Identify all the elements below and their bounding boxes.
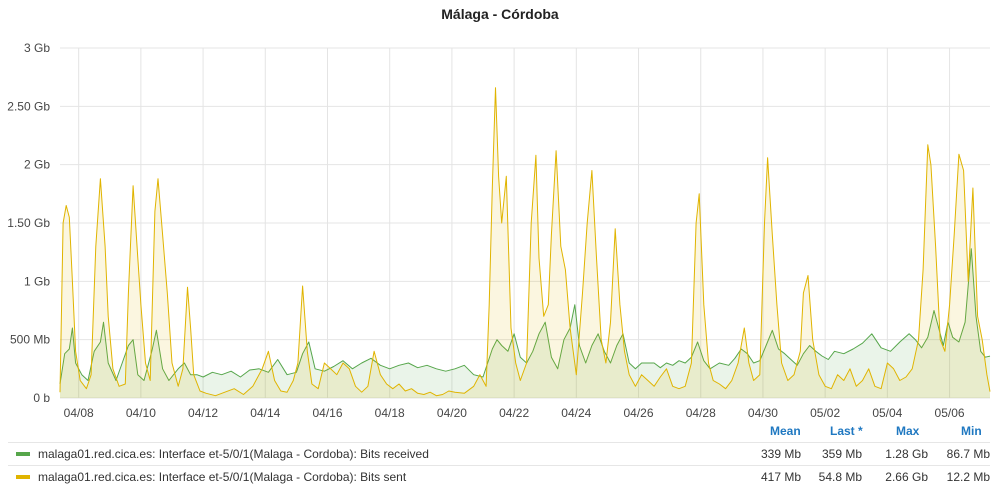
y-tick-label: 1.50 Gb	[7, 216, 50, 230]
series-line-0	[59, 248, 991, 385]
legend-last-received: 359 Mb	[821, 447, 862, 461]
legend-row-sent: malaga01.red.cica.es: Interface et-5/0/1…	[8, 465, 990, 488]
series-layer	[59, 87, 991, 398]
y-tick-label: 0 b	[33, 391, 50, 405]
legend-header-max[interactable]: Max	[896, 424, 920, 438]
traffic-chart: 0 b 500 Mb 1 Gb 1.50 Gb 2 Gb 2.50 Gb 3 Gb 04/0…	[7, 41, 991, 420]
legend-last-sent: 54.8 Mb	[818, 470, 862, 484]
y-axis: 0 b 500 Mb 1 Gb 1.50 Gb 2 Gb 2.50 Gb 3 Gb	[7, 41, 50, 405]
x-tick-label: 04/10	[126, 406, 156, 420]
legend-table: Mean Last * Max Min malaga01.red.cica.es…	[8, 422, 990, 488]
legend-series-name-received[interactable]: malaga01.red.cica.es: Interface et-5/0/1…	[38, 447, 429, 461]
x-tick-label: 05/02	[810, 406, 840, 420]
series-line-1	[59, 87, 991, 397]
legend-max-received: 1.28 Gb	[885, 447, 928, 461]
legend-swatch-received[interactable]	[16, 452, 30, 456]
y-tick-label: 1 Gb	[24, 274, 50, 288]
x-tick-label: 04/22	[499, 406, 529, 420]
legend-series-name-sent[interactable]: malaga01.red.cica.es: Interface et-5/0/1…	[38, 470, 407, 484]
legend-header-last[interactable]: Last *	[830, 424, 863, 438]
x-tick-label: 04/14	[250, 406, 280, 420]
legend-max-sent: 2.66 Gb	[885, 470, 928, 484]
x-tick-label: 04/12	[188, 406, 218, 420]
y-tick-label: 3 Gb	[24, 41, 50, 55]
legend-mean-received: 339 Mb	[760, 447, 801, 461]
x-tick-label: 04/26	[624, 406, 654, 420]
x-tick-label: 05/04	[872, 406, 902, 420]
x-tick-label: 04/24	[561, 406, 591, 420]
x-tick-label: 04/20	[437, 406, 467, 420]
x-tick-label: 04/18	[375, 406, 405, 420]
legend-min-received: 86.7 Mb	[946, 447, 990, 461]
legend-header-mean[interactable]: Mean	[770, 424, 801, 438]
legend-swatch-sent[interactable]	[16, 475, 30, 479]
x-tick-label: 04/16	[312, 406, 342, 420]
legend-header: Mean Last * Max Min	[8, 422, 990, 442]
legend-mean-sent: 417 Mb	[760, 470, 801, 484]
x-tick-label: 04/28	[686, 406, 716, 420]
chart-grid	[60, 47, 990, 399]
x-tick-label: 04/08	[64, 406, 94, 420]
x-tick-label: 05/06	[935, 406, 965, 420]
y-tick-label: 500 Mb	[10, 333, 50, 347]
y-tick-label: 2 Gb	[24, 158, 50, 172]
legend-min-sent: 12.2 Mb	[946, 470, 990, 484]
legend-row-received: malaga01.red.cica.es: Interface et-5/0/1…	[8, 442, 990, 465]
x-tick-label: 04/30	[748, 406, 778, 420]
series-area-1	[60, 87, 990, 398]
panel-title[interactable]: Málaga - Córdoba	[441, 6, 559, 22]
legend-header-min[interactable]: Min	[961, 424, 982, 438]
y-tick-label: 2.50 Gb	[7, 99, 50, 113]
x-axis: 04/08 04/10 04/12 04/14 04/16 04/18 04/20 04/22…	[64, 406, 965, 420]
